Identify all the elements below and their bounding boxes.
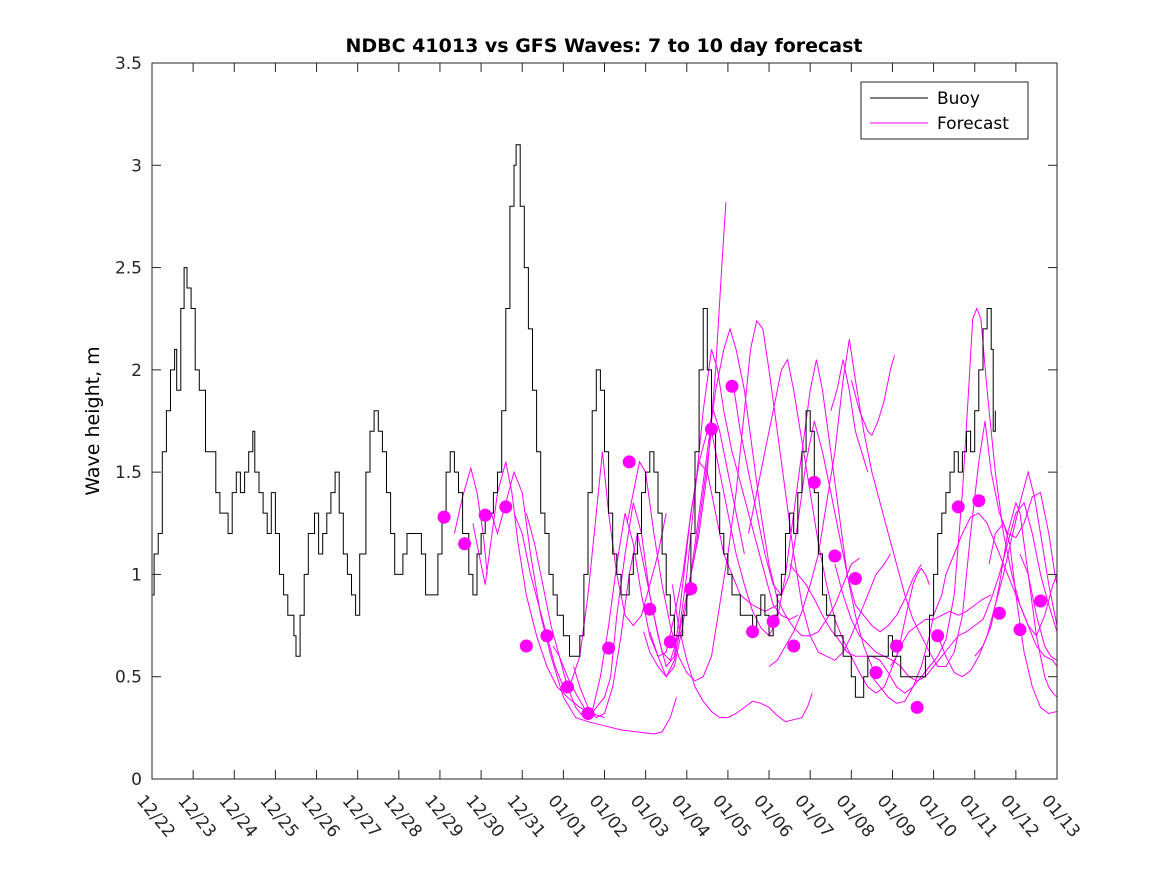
forecast-point xyxy=(1034,594,1048,608)
forecast-point xyxy=(581,707,595,721)
forecast-point xyxy=(828,549,842,563)
forecast-line xyxy=(1019,553,1057,661)
forecast-point xyxy=(807,475,821,489)
forecast-line xyxy=(748,358,992,694)
forecast-point xyxy=(519,639,533,653)
forecast-point xyxy=(725,379,739,393)
buoy-line xyxy=(152,144,996,698)
y-tick-label: 3.5 xyxy=(115,54,142,74)
forecast-point xyxy=(951,500,965,514)
forecast-point xyxy=(992,606,1006,620)
forecast-point xyxy=(704,422,718,436)
forecast-point xyxy=(910,700,924,714)
forecast-point xyxy=(643,602,657,616)
forecast-line xyxy=(789,307,1057,694)
forecast-line xyxy=(525,409,745,719)
y-tick-label: 1.5 xyxy=(115,463,142,483)
legend-forecast-label: Forecast xyxy=(937,114,1009,134)
forecast-line xyxy=(513,451,667,688)
forecast-point xyxy=(437,510,451,524)
forecast-point xyxy=(622,455,636,469)
forecast-point xyxy=(602,641,616,655)
y-axis: 0 0.5 1 1.5 2 2.5 3 3.5 xyxy=(115,54,1057,790)
forecast-point xyxy=(869,666,883,680)
forecast-point xyxy=(540,629,554,643)
forecast-point xyxy=(766,614,780,628)
y-tick-label: 2.5 xyxy=(115,259,142,279)
forecast-point xyxy=(560,680,574,694)
y-axis-label: Wave height, m xyxy=(82,346,104,495)
forecast-line xyxy=(649,327,860,678)
forecast-point xyxy=(499,500,513,514)
forecast-line xyxy=(937,470,1057,678)
forecast-point xyxy=(663,635,677,649)
y-tick-label: 3 xyxy=(131,156,142,176)
y-tick-label: 0 xyxy=(131,770,142,790)
y-tick-label: 0.5 xyxy=(115,668,142,688)
series-layer xyxy=(152,144,1057,735)
forecast-point xyxy=(478,508,492,522)
forecast-point xyxy=(848,572,862,586)
forecast-line xyxy=(626,319,891,682)
forecast-line xyxy=(573,349,799,719)
forecast-point xyxy=(746,625,760,639)
forecast-line xyxy=(830,359,869,473)
legend-buoy-label: Buoy xyxy=(937,89,980,109)
legend: Buoy Forecast xyxy=(860,81,1029,140)
forecast-point xyxy=(458,537,472,551)
forecast-point xyxy=(684,582,698,596)
forecast-line xyxy=(834,501,1057,682)
forecast-line xyxy=(871,512,1057,704)
y-tick-label: 2 xyxy=(131,361,142,381)
forecast-line xyxy=(768,339,1057,667)
chart-title: NDBC 41013 vs GFS Waves: 7 to 10 day for… xyxy=(345,35,862,57)
forecast-point xyxy=(1013,623,1027,637)
forecast-point xyxy=(890,639,904,653)
forecast-point xyxy=(972,494,986,508)
forecast-line xyxy=(850,355,895,437)
forecast-line xyxy=(733,390,922,633)
forecast-point xyxy=(931,629,945,643)
forecast-line xyxy=(671,584,813,723)
forecast-line xyxy=(453,466,488,575)
y-tick-label: 1 xyxy=(131,565,142,585)
forecast-line xyxy=(974,501,1057,698)
legend-box xyxy=(860,81,1029,140)
forecast-line xyxy=(490,470,677,735)
forecast-point xyxy=(787,639,801,653)
